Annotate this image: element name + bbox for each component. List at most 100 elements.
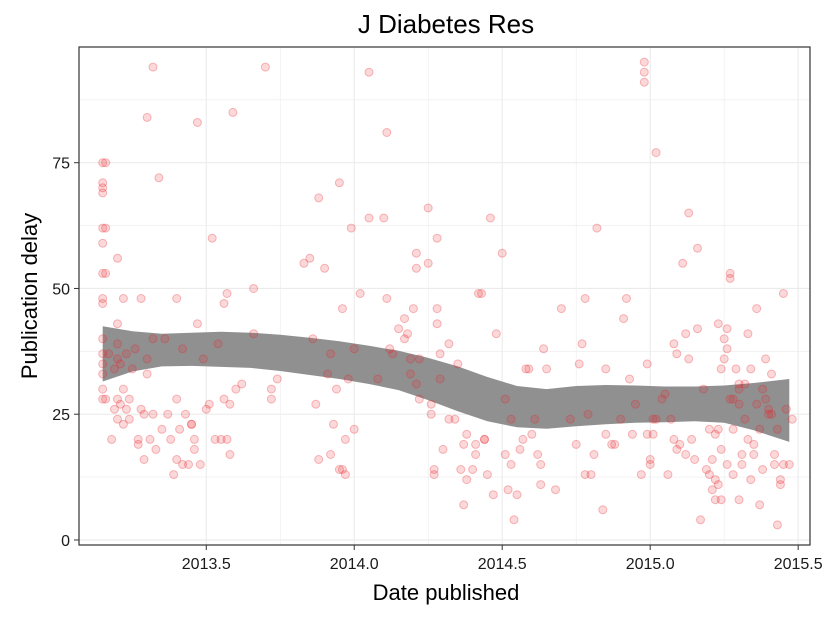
data-point xyxy=(456,465,466,474)
data-point xyxy=(113,253,122,263)
data-point xyxy=(160,334,170,344)
data-point xyxy=(601,364,611,374)
data-point xyxy=(497,248,507,258)
data-point xyxy=(225,450,235,459)
data-point xyxy=(761,354,771,364)
data-point xyxy=(98,349,108,359)
data-point xyxy=(104,349,114,359)
data-point xyxy=(198,354,208,364)
data-point xyxy=(704,470,714,480)
data-point xyxy=(373,374,383,384)
data-point xyxy=(189,434,199,444)
data-point xyxy=(98,394,108,404)
data-point xyxy=(98,183,108,193)
data-point xyxy=(142,112,152,122)
data-point xyxy=(349,424,359,434)
data-point xyxy=(423,258,433,268)
data-point xyxy=(539,344,549,354)
data-point xyxy=(743,329,753,339)
x-tick-label: 2015.0 xyxy=(626,556,675,573)
data-point xyxy=(512,490,522,500)
data-point xyxy=(249,284,259,293)
data-point xyxy=(778,460,788,469)
chart-title: J Diabetes Res xyxy=(358,9,534,39)
data-point xyxy=(314,193,324,203)
data-point xyxy=(536,460,546,469)
panel-background xyxy=(79,47,810,545)
data-point xyxy=(752,399,762,409)
data-point xyxy=(115,359,125,369)
data-point xyxy=(121,404,131,414)
data-point xyxy=(749,439,759,449)
data-point xyxy=(148,409,158,419)
data-point xyxy=(607,439,617,449)
data-point xyxy=(521,364,531,374)
data-point xyxy=(480,434,489,444)
data-point xyxy=(98,158,108,168)
data-point xyxy=(639,67,649,77)
x-axis-title: Date published xyxy=(373,580,520,605)
data-point xyxy=(192,118,202,127)
data-point xyxy=(337,304,347,314)
data-point xyxy=(728,394,738,404)
data-point xyxy=(536,480,546,490)
data-point xyxy=(642,359,652,369)
data-point xyxy=(684,208,694,218)
data-point xyxy=(142,369,152,379)
data-point xyxy=(118,419,128,429)
data-point xyxy=(468,465,478,474)
data-point xyxy=(423,203,433,213)
data-point xyxy=(500,450,510,459)
data-point xyxy=(722,344,732,354)
data-point xyxy=(725,268,735,278)
data-point xyxy=(716,495,726,505)
data-point xyxy=(110,404,119,414)
data-point xyxy=(500,394,510,404)
data-point xyxy=(210,434,220,444)
data-point xyxy=(530,414,540,424)
data-point xyxy=(139,455,149,464)
data-point xyxy=(710,475,720,485)
data-point xyxy=(509,515,519,525)
data-point xyxy=(323,369,333,379)
data-point xyxy=(403,329,412,339)
data-point xyxy=(189,444,199,454)
data-point xyxy=(406,369,415,379)
data-point xyxy=(746,475,756,485)
data-point xyxy=(657,394,667,404)
data-point xyxy=(770,460,779,469)
data-point xyxy=(645,460,655,469)
data-point xyxy=(678,258,688,268)
data-point xyxy=(340,434,350,444)
data-point xyxy=(136,404,146,414)
data-point xyxy=(764,409,774,419)
data-point xyxy=(482,470,492,480)
data-point xyxy=(98,384,108,394)
data-point xyxy=(237,379,247,389)
data-point xyxy=(622,294,631,303)
data-point xyxy=(459,439,469,449)
data-point xyxy=(710,495,720,505)
data-point xyxy=(118,294,128,303)
data-point xyxy=(133,439,143,449)
data-point xyxy=(627,429,637,439)
data-point xyxy=(474,289,483,298)
data-point xyxy=(101,268,111,278)
data-point xyxy=(666,414,676,424)
data-point xyxy=(734,495,744,505)
data-point xyxy=(693,243,702,253)
data-point xyxy=(337,465,347,474)
y-tick-label: 0 xyxy=(61,533,70,550)
data-point xyxy=(414,354,424,364)
data-point xyxy=(699,384,708,394)
data-point xyxy=(625,374,634,384)
data-point xyxy=(518,434,528,444)
data-point xyxy=(166,434,176,444)
data-point xyxy=(758,465,768,474)
data-point xyxy=(781,404,791,414)
data-point xyxy=(400,334,409,344)
data-point xyxy=(639,57,649,67)
data-point xyxy=(551,485,560,495)
data-point xyxy=(124,414,134,424)
data-point xyxy=(758,384,768,394)
